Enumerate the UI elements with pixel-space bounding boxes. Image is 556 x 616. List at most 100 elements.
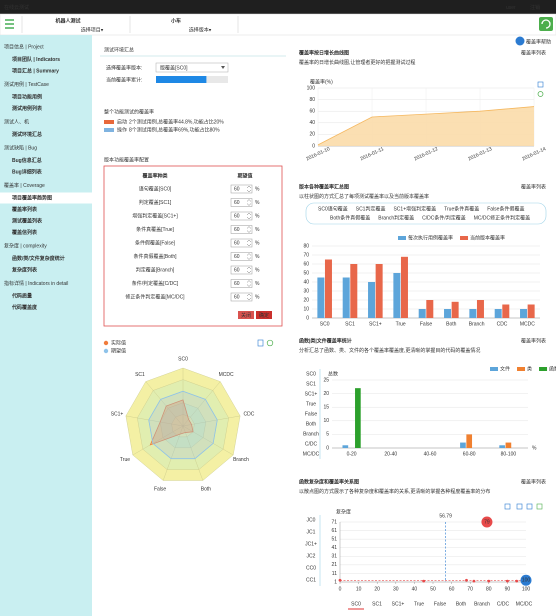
selector-item[interactable]: CC0 xyxy=(306,565,316,571)
chart-tab[interactable]: MC/DC xyxy=(516,601,533,607)
sidebar-item[interactable]: 测试环境汇总 xyxy=(12,131,42,138)
sidebar-item[interactable]: 覆盖信列表 xyxy=(11,229,38,236)
selector-item[interactable]: SC0 xyxy=(306,371,316,377)
list-link[interactable]: 覆盖率列表 xyxy=(521,183,546,190)
y-axis-label: 复杂度 xyxy=(336,508,351,515)
tab-select[interactable]: 选择项目▾ xyxy=(81,26,104,33)
sidebar-item[interactable]: Bug详细列表 xyxy=(12,168,43,175)
logout[interactable]: 注销 xyxy=(530,4,540,11)
value-input[interactable] xyxy=(230,211,253,221)
y-tick-label: 0 xyxy=(306,315,309,321)
selector-item[interactable]: JC0 xyxy=(307,517,316,523)
tool-icon[interactable] xyxy=(504,503,511,510)
tab-name[interactable]: 机器人测试 xyxy=(54,17,80,24)
marker-label: 79 xyxy=(484,519,490,525)
selector-item[interactable]: Both xyxy=(306,421,317,427)
tool-icon[interactable] xyxy=(526,503,533,510)
x-tick-label: 60 xyxy=(449,586,455,592)
sidebar-item[interactable]: 代码质量 xyxy=(11,292,32,299)
version-select[interactable] xyxy=(155,62,229,73)
sidebar-item[interactable]: 测试覆盖列表 xyxy=(12,217,43,224)
chart-tab[interactable]: SC1 xyxy=(372,601,382,607)
tab-name[interactable]: 小车 xyxy=(171,17,181,24)
sidebar-item[interactable]: 项目团队 | Indicators xyxy=(12,56,60,63)
legend-swatch xyxy=(539,367,548,371)
x-tick-label: 80 xyxy=(486,586,492,592)
selector-item[interactable]: JC1+ xyxy=(305,541,317,547)
sidebar-item[interactable]: 代码覆盖度 xyxy=(11,304,38,311)
selector-item[interactable]: Branch xyxy=(303,431,319,437)
sidebar-item[interactable]: Bug信息汇总 xyxy=(12,157,42,164)
value-input[interactable] xyxy=(230,184,253,194)
selector-item[interactable]: JC2 xyxy=(307,553,316,559)
radar-spoke xyxy=(145,381,184,427)
selector-item[interactable]: MC/DC xyxy=(303,451,320,457)
chart-tab[interactable]: Both xyxy=(456,601,467,607)
selector-item[interactable]: JC1 xyxy=(307,529,316,535)
tool-icon[interactable] xyxy=(537,81,544,88)
x-tick-label: 2016-01-11 xyxy=(359,146,385,162)
legend-swatch xyxy=(460,236,469,240)
sidebar-item[interactable]: 项目功能用例 xyxy=(12,93,42,100)
button[interactable] xyxy=(238,311,254,319)
list-link[interactable]: 覆盖率列表 xyxy=(521,337,546,344)
button-label[interactable]: 确定 xyxy=(259,312,269,319)
value-input[interactable] xyxy=(230,252,253,261)
help-link[interactable]: 覆盖率帮助 xyxy=(526,38,551,45)
button-label[interactable]: 关闭 xyxy=(241,312,251,319)
list-link[interactable]: 覆盖率列表 xyxy=(521,478,546,485)
radar-spoke xyxy=(162,425,184,481)
sidebar-group: 测试缺陷 | Bug xyxy=(4,144,37,151)
selector-item[interactable]: SC1 xyxy=(306,381,316,387)
chart-tab[interactable]: False xyxy=(434,601,446,607)
sidebar-item[interactable]: 项目覆盖率趋势图 xyxy=(12,194,52,201)
sidebar-item[interactable]: 项目汇总 | Summary xyxy=(12,67,59,74)
selector-item[interactable]: False xyxy=(305,411,317,417)
sidebar-item[interactable]: 覆盖率列表 xyxy=(11,206,38,213)
tool-icon[interactable] xyxy=(537,91,544,97)
value-input[interactable] xyxy=(230,265,253,275)
chart-tab[interactable]: SC1+ xyxy=(392,601,405,607)
code-chip: Both条件真假覆盖 xyxy=(330,214,370,221)
tab-select[interactable]: 选择版本▾ xyxy=(189,26,212,33)
sidebar-group: 指标详情 | Indicators in detail xyxy=(4,280,68,287)
chart-tab[interactable]: True xyxy=(414,601,424,607)
bar xyxy=(444,309,452,318)
spinner xyxy=(246,253,252,260)
chart-tab[interactable]: SC0 xyxy=(351,601,361,607)
value-input[interactable] xyxy=(230,198,253,207)
list-link[interactable]: 覆盖率列表 xyxy=(521,49,546,56)
selector-item[interactable]: CC1 xyxy=(306,577,316,583)
x-tick-label: 2016-01-13 xyxy=(467,146,493,162)
selector-item[interactable]: True xyxy=(306,401,316,407)
mark-line-label: 56.79 xyxy=(439,513,452,519)
bar xyxy=(400,256,408,318)
radar-axis-label: CDC xyxy=(244,412,255,418)
value-input[interactable] xyxy=(230,225,253,234)
button[interactable] xyxy=(256,311,272,319)
value-input[interactable] xyxy=(230,279,253,288)
legend-name: 启动 xyxy=(117,118,127,125)
input-value: 60 xyxy=(234,186,240,192)
x-tick-label: 90 xyxy=(505,586,511,592)
tool-icon[interactable] xyxy=(536,503,543,510)
tool-icon[interactable] xyxy=(257,339,264,347)
value-input[interactable] xyxy=(230,238,253,248)
y-axis-label: 覆盖率(%) xyxy=(310,78,333,85)
value-input[interactable] xyxy=(230,292,253,302)
bar xyxy=(527,304,535,318)
chart-tab[interactable]: C/DC xyxy=(497,601,510,607)
selector-item[interactable]: SC1+ xyxy=(305,391,318,397)
x-tick-label: 20-40 xyxy=(384,451,397,457)
sidebar-item[interactable]: 测试用例列表 xyxy=(12,105,43,112)
sidebar-item[interactable]: 函数/类/文件复杂度统计 xyxy=(12,255,65,262)
legend-label: 文件 xyxy=(500,365,510,372)
chart-tab[interactable]: Branch xyxy=(474,601,490,607)
selector-item[interactable]: C/DC xyxy=(305,441,318,447)
refresh-button[interactable] xyxy=(539,17,553,31)
field-label: 当前覆盖率累计: xyxy=(106,76,142,83)
tool-icon[interactable] xyxy=(516,503,523,510)
help-icon[interactable] xyxy=(515,36,525,46)
sidebar-item[interactable]: 复杂度列表 xyxy=(11,266,38,273)
tool-icon[interactable] xyxy=(266,339,274,347)
